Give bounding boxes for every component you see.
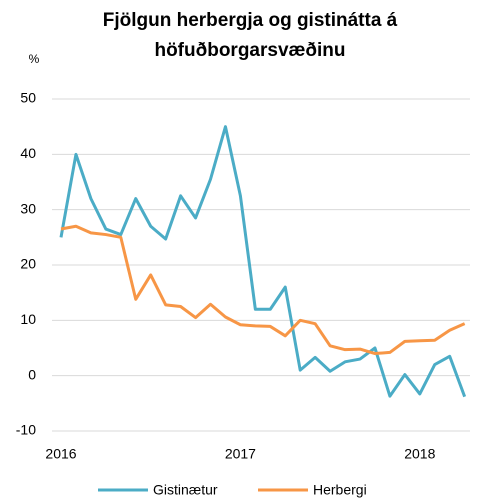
y-tick-label: -10 — [16, 422, 36, 438]
y-tick-label: 0 — [28, 366, 36, 382]
chart-title: Fjölgun herbergja og gistinátta á — [103, 10, 398, 31]
y-tick-label: 50 — [20, 90, 36, 106]
legend-label: Herbergi — [313, 482, 367, 498]
y-tick-label: 20 — [20, 256, 36, 272]
y-tick-label: 10 — [20, 311, 36, 327]
x-tick-label: 2017 — [225, 446, 256, 462]
chart-title: höfuðborgarsvæðinu — [154, 40, 345, 61]
y-tick-label: 40 — [20, 145, 36, 161]
y-axis-label: % — [29, 52, 40, 66]
legend-label: Gistinætur — [153, 482, 218, 498]
x-tick-label: 2018 — [404, 446, 435, 462]
x-tick-label: 2016 — [45, 446, 76, 462]
y-tick-label: 30 — [20, 200, 36, 216]
series-line — [59, 125, 467, 398]
series-line — [60, 224, 466, 356]
